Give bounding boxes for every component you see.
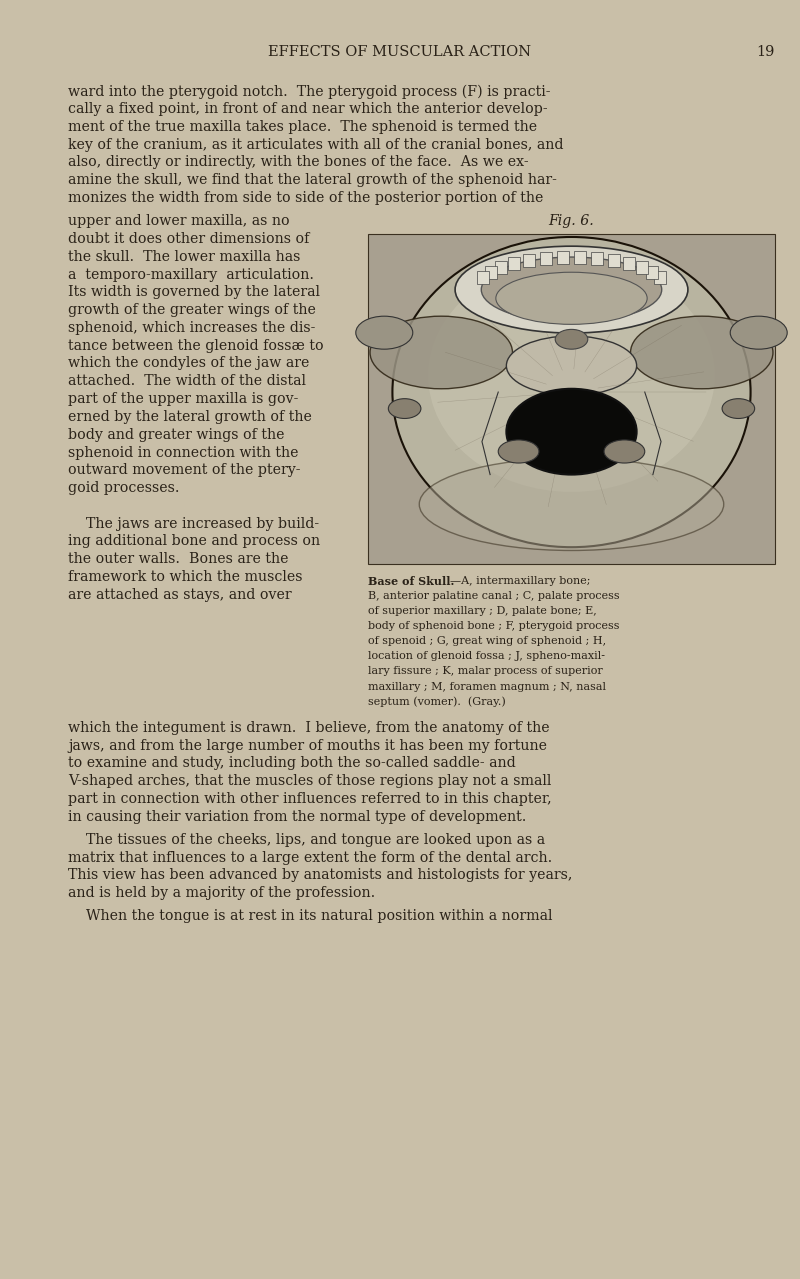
Ellipse shape bbox=[496, 272, 647, 325]
Text: and is held by a majority of the profession.: and is held by a majority of the profess… bbox=[68, 886, 375, 900]
Ellipse shape bbox=[498, 440, 539, 463]
Text: maxillary ; M, foramen magnum ; N, nasal: maxillary ; M, foramen magnum ; N, nasal bbox=[368, 682, 606, 692]
Bar bbox=[608, 255, 620, 267]
Bar bbox=[477, 271, 489, 284]
Text: part in connection with other influences referred to in this chapter,: part in connection with other influences… bbox=[68, 792, 552, 806]
Text: are attached as stays, and over: are attached as stays, and over bbox=[68, 588, 292, 602]
Text: septum (vomer).  (Gray.): septum (vomer). (Gray.) bbox=[368, 697, 506, 707]
Text: ward into the pterygoid notch.  The pterygoid process (F) is practi-: ward into the pterygoid notch. The ptery… bbox=[68, 84, 550, 98]
Text: —A, intermaxillary bone;: —A, intermaxillary bone; bbox=[450, 576, 590, 586]
Text: a  temporo-maxillary  articulation.: a temporo-maxillary articulation. bbox=[68, 267, 314, 281]
Bar bbox=[539, 252, 551, 265]
Text: goid processes.: goid processes. bbox=[68, 481, 179, 495]
Ellipse shape bbox=[370, 316, 513, 389]
Text: ment of the true maxilla takes place.  The sphenoid is termed the: ment of the true maxilla takes place. Th… bbox=[68, 120, 537, 134]
Ellipse shape bbox=[419, 458, 724, 550]
Text: amine the skull, we find that the lateral growth of the sphenoid har-: amine the skull, we find that the latera… bbox=[68, 173, 557, 187]
Text: The jaws are increased by build-: The jaws are increased by build- bbox=[68, 517, 319, 531]
Text: sphenoid, which increases the dis-: sphenoid, which increases the dis- bbox=[68, 321, 315, 335]
Ellipse shape bbox=[356, 316, 413, 349]
Text: The tissues of the cheeks, lips, and tongue are looked upon as a: The tissues of the cheeks, lips, and ton… bbox=[68, 833, 545, 847]
Ellipse shape bbox=[730, 316, 787, 349]
Text: in causing their variation from the normal type of development.: in causing their variation from the norm… bbox=[68, 810, 526, 824]
Text: Fig. 6.: Fig. 6. bbox=[549, 214, 594, 228]
Ellipse shape bbox=[388, 399, 421, 418]
Ellipse shape bbox=[506, 389, 637, 475]
Text: sphenoid in connection with the: sphenoid in connection with the bbox=[68, 445, 298, 459]
Text: This view has been advanced by anatomists and histologists for years,: This view has been advanced by anatomist… bbox=[68, 868, 572, 883]
Bar bbox=[557, 251, 569, 263]
Text: the outer walls.  Bones are the: the outer walls. Bones are the bbox=[68, 553, 289, 567]
Text: framework to which the muscles: framework to which the muscles bbox=[68, 570, 302, 585]
Bar bbox=[523, 255, 535, 267]
Text: of spenoid ; G, great wing of sphenoid ; H,: of spenoid ; G, great wing of sphenoid ;… bbox=[368, 636, 606, 646]
Text: key of the cranium, as it articulates with all of the cranial bones, and: key of the cranium, as it articulates wi… bbox=[68, 138, 563, 151]
Ellipse shape bbox=[722, 399, 754, 418]
Bar bbox=[591, 252, 603, 265]
Bar bbox=[368, 234, 775, 564]
Bar bbox=[574, 251, 586, 263]
Text: doubt it does other dimensions of: doubt it does other dimensions of bbox=[68, 231, 310, 246]
Bar bbox=[495, 261, 507, 274]
Text: to examine and study, including both the so-called saddle- and: to examine and study, including both the… bbox=[68, 756, 516, 770]
Text: tance between the glenoid fossæ to: tance between the glenoid fossæ to bbox=[68, 339, 324, 353]
Bar bbox=[636, 261, 648, 274]
Text: lary fissure ; K, malar process of superior: lary fissure ; K, malar process of super… bbox=[368, 666, 602, 677]
Ellipse shape bbox=[555, 330, 588, 349]
Bar bbox=[485, 266, 497, 279]
Text: Base of Skull.: Base of Skull. bbox=[368, 576, 454, 587]
Text: cally a fixed point, in front of and near which the anterior develop-: cally a fixed point, in front of and nea… bbox=[68, 102, 548, 116]
Text: Its width is governed by the lateral: Its width is governed by the lateral bbox=[68, 285, 320, 299]
Bar bbox=[622, 257, 634, 270]
Text: part of the upper maxilla is gov-: part of the upper maxilla is gov- bbox=[68, 393, 298, 407]
Text: of superior maxillary ; D, palate bone; E,: of superior maxillary ; D, palate bone; … bbox=[368, 606, 597, 616]
Ellipse shape bbox=[455, 246, 688, 333]
Text: body and greater wings of the: body and greater wings of the bbox=[68, 427, 285, 441]
Ellipse shape bbox=[482, 257, 662, 322]
Text: the skull.  The lower maxilla has: the skull. The lower maxilla has bbox=[68, 249, 300, 263]
Text: EFFECTS OF MUSCULAR ACTION: EFFECTS OF MUSCULAR ACTION bbox=[269, 45, 531, 59]
Text: also, directly or indirectly, with the bones of the face.  As we ex-: also, directly or indirectly, with the b… bbox=[68, 155, 529, 169]
Text: jaws, and from the large number of mouths it has been my fortune: jaws, and from the large number of mouth… bbox=[68, 738, 547, 752]
Text: When the tongue is at rest in its natural position within a normal: When the tongue is at rest in its natura… bbox=[68, 909, 553, 923]
Text: which the integument is drawn.  I believe, from the anatomy of the: which the integument is drawn. I believe… bbox=[68, 721, 550, 734]
Ellipse shape bbox=[506, 336, 637, 395]
Text: M: M bbox=[566, 427, 577, 436]
Text: attached.  The width of the distal: attached. The width of the distal bbox=[68, 375, 306, 389]
Bar bbox=[654, 271, 666, 284]
Text: outward movement of the ptery-: outward movement of the ptery- bbox=[68, 463, 301, 477]
Text: body of sphenoid bone ; F, pterygoid process: body of sphenoid bone ; F, pterygoid pro… bbox=[368, 622, 619, 631]
Text: upper and lower maxilla, as no: upper and lower maxilla, as no bbox=[68, 214, 290, 228]
Text: matrix that influences to a large extent the form of the dental arch.: matrix that influences to a large extent… bbox=[68, 851, 552, 865]
Bar bbox=[508, 257, 520, 270]
Text: growth of the greater wings of the: growth of the greater wings of the bbox=[68, 303, 316, 317]
Text: erned by the lateral growth of the: erned by the lateral growth of the bbox=[68, 409, 312, 423]
Text: 19: 19 bbox=[757, 45, 775, 59]
Ellipse shape bbox=[393, 237, 750, 547]
Ellipse shape bbox=[630, 316, 773, 389]
Text: monizes the width from side to side of the posterior portion of the: monizes the width from side to side of t… bbox=[68, 191, 543, 205]
Ellipse shape bbox=[604, 440, 645, 463]
Text: ing additional bone and process on: ing additional bone and process on bbox=[68, 535, 320, 549]
Text: location of glenoid fossa ; J, spheno-maxil-: location of glenoid fossa ; J, spheno-ma… bbox=[368, 651, 605, 661]
Text: B, anterior palatine canal ; C, palate process: B, anterior palatine canal ; C, palate p… bbox=[368, 591, 620, 601]
Text: V-shaped arches, that the muscles of those regions play not a small: V-shaped arches, that the muscles of tho… bbox=[68, 774, 551, 788]
Bar bbox=[646, 266, 658, 279]
Text: which the condyles of the jaw are: which the condyles of the jaw are bbox=[68, 357, 310, 371]
Ellipse shape bbox=[428, 260, 714, 492]
